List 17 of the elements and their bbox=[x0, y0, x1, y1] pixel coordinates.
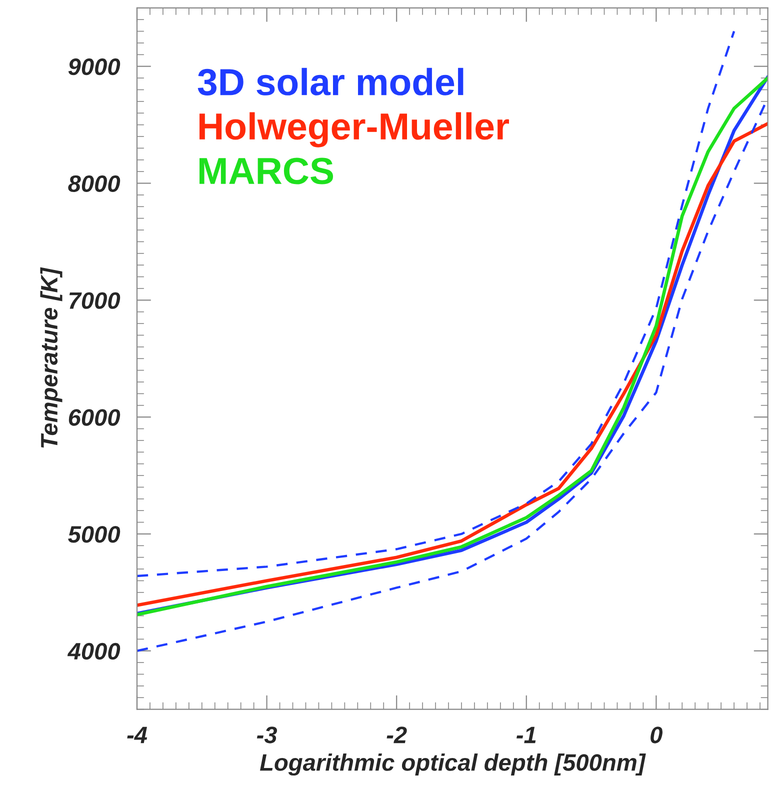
x-axis-title: Logarithmic optical depth [500nm] bbox=[260, 754, 646, 776]
y-tick-label: 7000 bbox=[69, 292, 120, 309]
y-tick-label: 6000 bbox=[68, 409, 120, 426]
line-series bbox=[137, 30, 736, 578]
text: MARCS bbox=[200, 158, 334, 184]
y-tick-label: 8000 bbox=[68, 175, 120, 192]
x-tick-label: 0 bbox=[650, 726, 663, 744]
x-tick-label: -4 bbox=[127, 726, 148, 744]
text: 3D solar model bbox=[198, 68, 464, 96]
y-tick-label: 5000 bbox=[68, 526, 120, 543]
y-tick-label: 9000 bbox=[68, 58, 120, 76]
y-axis-title: Temperature [K] bbox=[40, 267, 62, 448]
y-tick-label: 4000 bbox=[67, 642, 120, 660]
x-tick-label: -1 bbox=[516, 726, 536, 744]
x-tick-label: -3 bbox=[256, 726, 278, 744]
x-tick-label: -2 bbox=[386, 726, 407, 744]
text: Holweger-Mueller bbox=[200, 112, 509, 148]
